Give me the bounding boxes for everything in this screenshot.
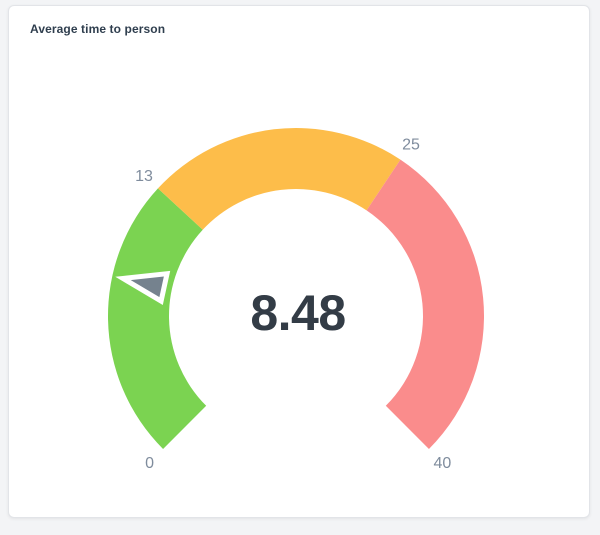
gauge-card: Average time to person [8,5,590,518]
gauge-tick-label: 0 [145,455,154,472]
gauge-tick-label: 40 [433,455,451,472]
gauge-axis-labels: 0 13 25 40 [135,136,451,471]
gauge-segment-warning [157,127,401,230]
gauge-needle-icon [115,270,171,305]
gauge-tick-label: 25 [402,136,420,153]
gauge-segments [107,127,485,449]
gauge-value: 8.48 [250,285,345,341]
gauge-segment-critical [366,159,485,449]
gauge-tick-label: 13 [135,168,153,185]
card-title: Average time to person [30,22,166,36]
gauge-segment-good [107,188,207,449]
